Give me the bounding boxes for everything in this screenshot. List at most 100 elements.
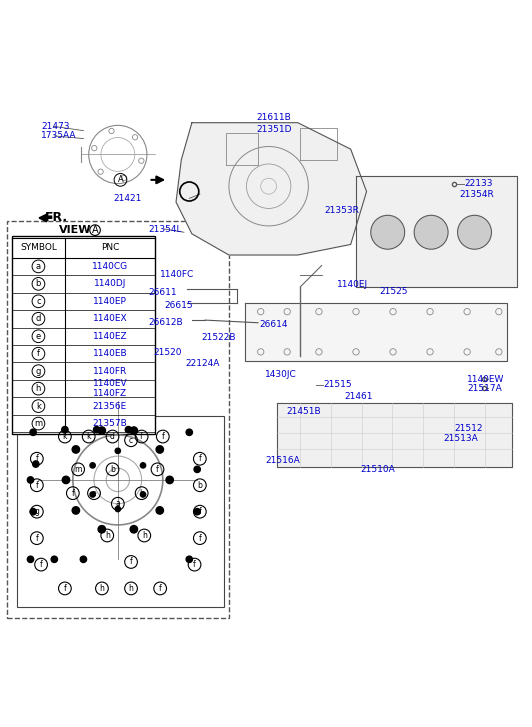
Text: h: h <box>99 584 104 593</box>
Text: 1140CG: 1140CG <box>92 262 128 271</box>
Circle shape <box>98 526 105 533</box>
Text: f: f <box>193 560 196 569</box>
Text: f: f <box>159 584 162 593</box>
Circle shape <box>140 492 146 497</box>
Circle shape <box>72 507 80 514</box>
Bar <box>12 236 155 434</box>
Text: 21525: 21525 <box>380 287 408 296</box>
Text: f: f <box>198 454 201 463</box>
Text: 21516A: 21516A <box>265 456 300 465</box>
Text: b: b <box>110 465 115 474</box>
Text: m: m <box>74 465 82 474</box>
Text: 1140EX: 1140EX <box>93 314 127 324</box>
Text: f: f <box>161 432 164 441</box>
Circle shape <box>371 215 405 249</box>
Circle shape <box>27 556 34 563</box>
Text: e: e <box>36 332 41 341</box>
Text: 1735AA: 1735AA <box>41 132 77 140</box>
Text: 21611B: 21611B <box>256 113 292 122</box>
Text: f: f <box>156 465 159 474</box>
Circle shape <box>194 466 201 473</box>
Circle shape <box>458 215 492 249</box>
Circle shape <box>130 427 138 434</box>
Text: b: b <box>197 481 202 490</box>
Circle shape <box>90 492 95 497</box>
Circle shape <box>98 427 105 434</box>
Polygon shape <box>245 302 507 361</box>
Text: f: f <box>140 432 143 441</box>
Text: e: e <box>92 489 96 498</box>
Text: 21473: 21473 <box>41 122 70 131</box>
Text: 1430JC: 1430JC <box>265 370 297 379</box>
Circle shape <box>130 526 138 533</box>
Text: f: f <box>36 534 38 542</box>
Text: f: f <box>40 560 43 569</box>
Text: b: b <box>139 489 144 498</box>
Circle shape <box>115 448 120 454</box>
Text: c: c <box>36 297 41 306</box>
Text: f: f <box>37 349 40 358</box>
Text: 21354L: 21354L <box>148 225 182 233</box>
Circle shape <box>90 462 95 468</box>
Circle shape <box>156 507 163 514</box>
Text: k: k <box>36 401 41 411</box>
Text: 21515: 21515 <box>323 380 352 389</box>
Text: PNC: PNC <box>101 243 119 252</box>
Text: 1140EV
1140FZ: 1140EV 1140FZ <box>93 379 127 398</box>
Text: 1140EP: 1140EP <box>93 297 127 306</box>
Text: m: m <box>35 419 43 428</box>
Text: g: g <box>35 507 39 516</box>
Text: 21354R: 21354R <box>459 190 494 198</box>
Text: 21510A: 21510A <box>360 465 395 474</box>
Text: h: h <box>36 384 41 393</box>
Polygon shape <box>176 123 367 255</box>
Text: 21357B: 21357B <box>93 419 127 428</box>
Circle shape <box>62 476 70 483</box>
Text: 21421: 21421 <box>113 194 142 203</box>
Circle shape <box>414 215 448 249</box>
Text: 1140FC: 1140FC <box>160 270 194 279</box>
Text: a: a <box>36 262 41 271</box>
Text: 22133: 22133 <box>464 179 493 188</box>
Text: f: f <box>198 534 201 542</box>
Text: 21451B: 21451B <box>286 406 321 416</box>
Text: a: a <box>115 499 120 508</box>
Text: h: h <box>142 531 147 540</box>
Circle shape <box>30 429 36 435</box>
Circle shape <box>72 446 80 453</box>
Polygon shape <box>277 403 512 467</box>
Circle shape <box>156 446 163 453</box>
Circle shape <box>94 427 100 433</box>
Text: d: d <box>110 432 115 441</box>
Text: FR.: FR. <box>45 212 68 225</box>
Circle shape <box>125 427 131 433</box>
Polygon shape <box>356 176 518 286</box>
Circle shape <box>186 429 193 435</box>
Text: 1140FR: 1140FR <box>93 366 127 376</box>
Text: 1140EJ: 1140EJ <box>337 280 369 289</box>
Text: A: A <box>118 175 123 185</box>
Text: f: f <box>36 481 38 490</box>
Text: b: b <box>36 279 41 289</box>
Text: 1140EB: 1140EB <box>93 349 127 358</box>
Text: 21356E: 21356E <box>93 401 127 411</box>
Circle shape <box>166 476 173 483</box>
Circle shape <box>62 427 68 433</box>
Text: A: A <box>92 225 98 235</box>
Text: SYMBOL: SYMBOL <box>20 243 57 252</box>
Circle shape <box>30 508 36 515</box>
Circle shape <box>115 507 120 512</box>
Text: h: h <box>105 531 110 540</box>
Text: 1140EW: 1140EW <box>467 375 504 384</box>
Text: d: d <box>36 314 41 324</box>
Text: g: g <box>36 366 41 376</box>
Text: 26615: 26615 <box>164 301 193 310</box>
Text: 21353R: 21353R <box>324 206 359 214</box>
Text: 21522B: 21522B <box>202 332 236 342</box>
Circle shape <box>186 556 193 563</box>
Text: h: h <box>129 584 134 593</box>
Text: 21461: 21461 <box>344 393 373 401</box>
Text: f: f <box>36 454 38 463</box>
Text: 21351D: 21351D <box>256 124 292 134</box>
Circle shape <box>51 556 57 563</box>
